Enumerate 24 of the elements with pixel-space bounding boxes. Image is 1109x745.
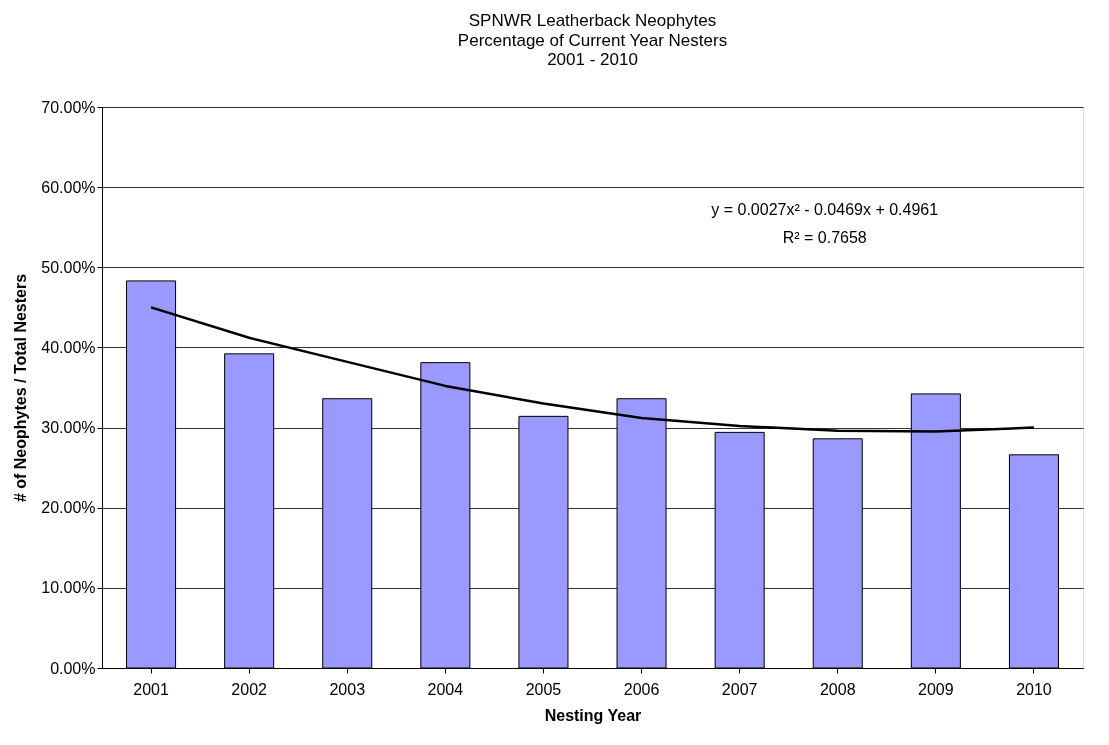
y-tick-label: 60.00% <box>41 178 96 196</box>
chart-subtitle: Percentage of Current Year Nesters 2001 - 2010 <box>457 31 728 69</box>
x-tick-label: 2002 <box>231 680 268 698</box>
annotation: R² = 0.7658 <box>782 228 867 246</box>
y-tick-label: 50.00% <box>41 258 96 276</box>
x-tick-label: 2006 <box>623 680 660 698</box>
annotation: y = 0.0027x² - 0.0469x + 0.4961 <box>711 200 939 218</box>
x-tick-label: 2004 <box>427 680 464 698</box>
y-tick-label: 0.00% <box>50 659 96 677</box>
x-tick-label: 2008 <box>819 680 856 698</box>
x-tick-label: 2001 <box>133 680 169 698</box>
y-tick-label: 40.00% <box>41 338 96 356</box>
x-axis-title: Nesting Year <box>544 706 642 724</box>
x-tick-label: 2009 <box>918 680 954 698</box>
x-tick-label: 2010 <box>1016 680 1052 698</box>
y-tick-label: 70.00% <box>41 98 96 116</box>
y-axis-title: # of Neophytes / Total Nesters <box>12 273 30 503</box>
x-tick-label: 2005 <box>525 680 562 698</box>
y-tick-label: 20.00% <box>41 499 96 517</box>
chart-title: SPNWR Leatherback Neophytes <box>468 11 717 30</box>
y-tick-label: 10.00% <box>41 579 96 597</box>
y-tick-label: 30.00% <box>41 419 96 437</box>
x-tick-label: 2003 <box>329 680 366 698</box>
x-tick-label: 2007 <box>721 680 758 698</box>
